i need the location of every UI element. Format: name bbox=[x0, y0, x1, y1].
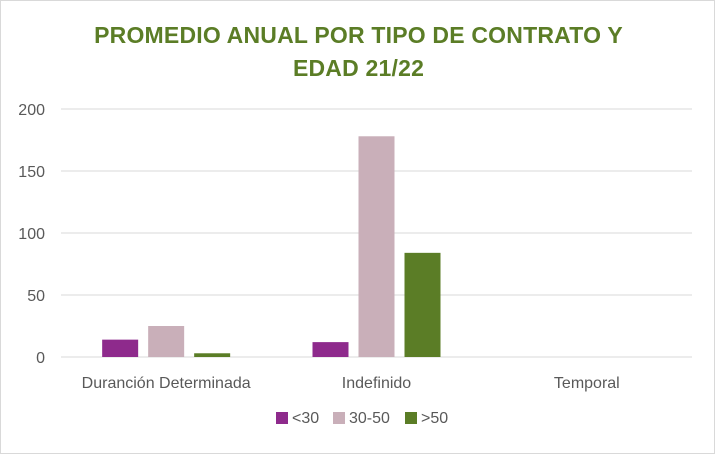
bars bbox=[102, 136, 441, 357]
bar-1-series-2 bbox=[148, 326, 185, 357]
x-category-label: Indefinido bbox=[342, 375, 411, 392]
legend: <30 30-50 >50 bbox=[276, 410, 448, 427]
bar-2-series-2 bbox=[358, 136, 395, 357]
chart-title-line-2: EDAD 21/22 bbox=[292, 55, 425, 81]
y-axis-labels: 0 50 100 150 200 bbox=[18, 102, 45, 367]
y-tick-label: 100 bbox=[18, 226, 45, 243]
legend-swatch-2 bbox=[333, 412, 345, 424]
bar-2-series-3 bbox=[404, 252, 441, 357]
legend-label-2: 30-50 bbox=[349, 410, 390, 427]
y-tick-label: 0 bbox=[36, 350, 45, 367]
legend-label-3: >50 bbox=[421, 410, 448, 427]
x-axis-labels: Duranción Determinada Indefinido Temporal bbox=[82, 375, 620, 392]
chart-title: PROMEDIO ANUAL POR TIPO DE CONTRATO Y ED… bbox=[1, 19, 715, 85]
y-tick-label: 150 bbox=[18, 164, 45, 181]
bar-1-series-1 bbox=[102, 339, 139, 357]
x-category-label: Duranción Determinada bbox=[82, 375, 251, 392]
y-tick-label: 200 bbox=[18, 102, 45, 119]
bar-2-series-1 bbox=[312, 342, 349, 357]
y-tick-label: 50 bbox=[27, 288, 45, 305]
chart-title-line-1: PROMEDIO ANUAL POR TIPO DE CONTRATO Y bbox=[94, 22, 623, 48]
legend-swatch-1 bbox=[276, 412, 288, 424]
bar-1-series-3 bbox=[194, 353, 231, 357]
legend-label-1: <30 bbox=[292, 410, 319, 427]
legend-swatch-3 bbox=[405, 412, 417, 424]
x-category-label: Temporal bbox=[554, 375, 620, 392]
